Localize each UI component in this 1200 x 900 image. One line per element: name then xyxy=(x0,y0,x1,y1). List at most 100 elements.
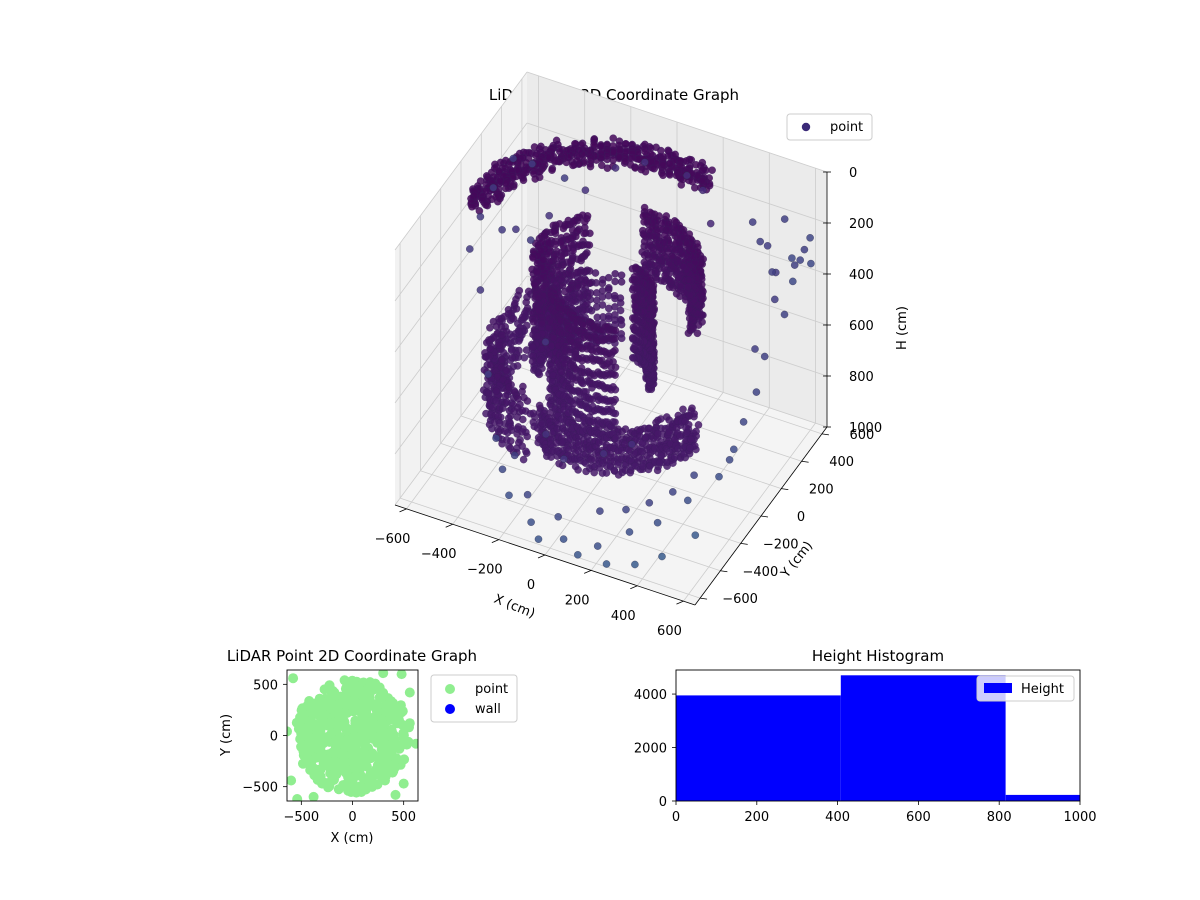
dense-point xyxy=(611,294,619,303)
point-2d xyxy=(401,739,412,750)
x-tick-label-3d: 200 xyxy=(565,593,590,608)
dense-point xyxy=(645,424,653,433)
point-2d xyxy=(303,732,314,743)
point-2d xyxy=(345,734,356,745)
chart-histogram: Height Histogram 0 200 400 600 800 1000 0 2000 4… xyxy=(634,647,1097,825)
dense-point xyxy=(519,455,528,464)
point-2d xyxy=(305,715,316,726)
scatter-point-3d xyxy=(560,174,569,182)
scatter-point-3d xyxy=(748,218,757,226)
dense-point xyxy=(617,320,626,329)
dense-point xyxy=(604,285,613,294)
point-2d xyxy=(327,747,338,758)
y-tick-label-3d: −200 xyxy=(763,537,799,552)
dense-point xyxy=(659,161,667,169)
gridline-3d xyxy=(683,422,816,602)
scatter-point-3d xyxy=(631,560,639,569)
dense-point xyxy=(531,281,539,289)
point-2d xyxy=(294,717,305,728)
x-tick-3d xyxy=(676,600,684,605)
point-2d xyxy=(392,713,403,724)
legend-histogram: Height xyxy=(976,675,1075,702)
dense-point xyxy=(672,171,681,180)
dense-point xyxy=(482,201,490,209)
dense-point xyxy=(666,159,674,168)
point-2d xyxy=(287,775,297,786)
point-2d xyxy=(315,696,326,707)
dense-point xyxy=(559,224,568,233)
dense-point xyxy=(640,251,649,259)
point-2d xyxy=(326,686,337,697)
dense-point xyxy=(593,313,602,322)
dense-point xyxy=(534,294,543,302)
point-2d xyxy=(378,742,388,752)
y-tick-label-3d: 0 xyxy=(797,510,805,525)
dense-point xyxy=(492,397,500,405)
dense-point xyxy=(523,432,531,441)
gridline-3d xyxy=(394,275,528,455)
scatter-point-3d xyxy=(554,513,562,521)
y-tick-label-3d: −400 xyxy=(743,565,779,580)
x-tick-label-hist: 1000 xyxy=(1063,810,1096,825)
dense-point xyxy=(509,315,518,323)
dense-point xyxy=(611,277,619,286)
point-2d xyxy=(365,677,375,688)
y-axis-label-2d: Y (cm) xyxy=(219,714,234,757)
dense-point xyxy=(630,292,639,301)
y-tick-label-hist: 4000 xyxy=(634,688,667,703)
scatter-point-3d xyxy=(807,259,815,268)
point-2d xyxy=(308,791,319,801)
dense-point xyxy=(535,370,544,379)
dense-point xyxy=(617,278,626,286)
point-2d xyxy=(316,750,327,761)
dense-point xyxy=(496,177,505,185)
dense-point xyxy=(611,418,619,426)
dense-point xyxy=(677,181,686,189)
dense-point xyxy=(630,272,639,281)
dense-point xyxy=(523,397,532,405)
dense-point xyxy=(602,469,611,477)
point-2d xyxy=(383,730,394,741)
x-tick-3d xyxy=(445,523,453,528)
x-tick-3d xyxy=(491,539,500,543)
chart-2d-title: LiDAR Point 2D Coordinate Graph xyxy=(227,647,477,665)
dense-point xyxy=(631,302,639,310)
scatter-point-3d xyxy=(560,455,568,463)
dense-point xyxy=(533,332,542,340)
gridline-3d xyxy=(526,71,828,173)
point-2d xyxy=(357,690,368,701)
point-2d xyxy=(350,785,361,796)
scatter-point-3d xyxy=(505,491,513,500)
dense-point xyxy=(611,346,619,355)
dense-point xyxy=(611,395,619,404)
dense-point xyxy=(522,346,531,354)
dense-point xyxy=(481,353,490,361)
dense-point xyxy=(631,342,639,350)
scatter-point-3d xyxy=(611,164,620,172)
histogram-title: Height Histogram xyxy=(812,647,944,665)
scatter-point-3d xyxy=(751,345,759,353)
scatter-point-3d xyxy=(771,295,779,304)
point-2d xyxy=(382,757,392,768)
point-2d xyxy=(396,670,407,680)
x-tick-label-2d: −500 xyxy=(283,810,319,825)
dense-point xyxy=(682,429,691,437)
point-2d xyxy=(404,718,415,729)
dense-point xyxy=(598,279,607,288)
scatter-point-3d xyxy=(806,234,814,242)
dense-point xyxy=(687,435,695,444)
dense-point xyxy=(686,444,694,452)
scatter-point-3d xyxy=(559,535,568,543)
legend-height-swatch xyxy=(984,683,1012,693)
dense-point xyxy=(641,147,649,156)
point-2d xyxy=(376,767,387,778)
point-2d xyxy=(340,757,351,768)
dense-point xyxy=(650,164,658,173)
dense-point xyxy=(692,161,700,169)
dense-point xyxy=(581,218,589,226)
legend-point-marker-2d xyxy=(445,684,455,694)
legend-point-marker xyxy=(801,122,811,132)
point-2d xyxy=(372,706,382,717)
y-tick-3d xyxy=(700,597,708,600)
scatter-point-3d xyxy=(763,242,772,250)
